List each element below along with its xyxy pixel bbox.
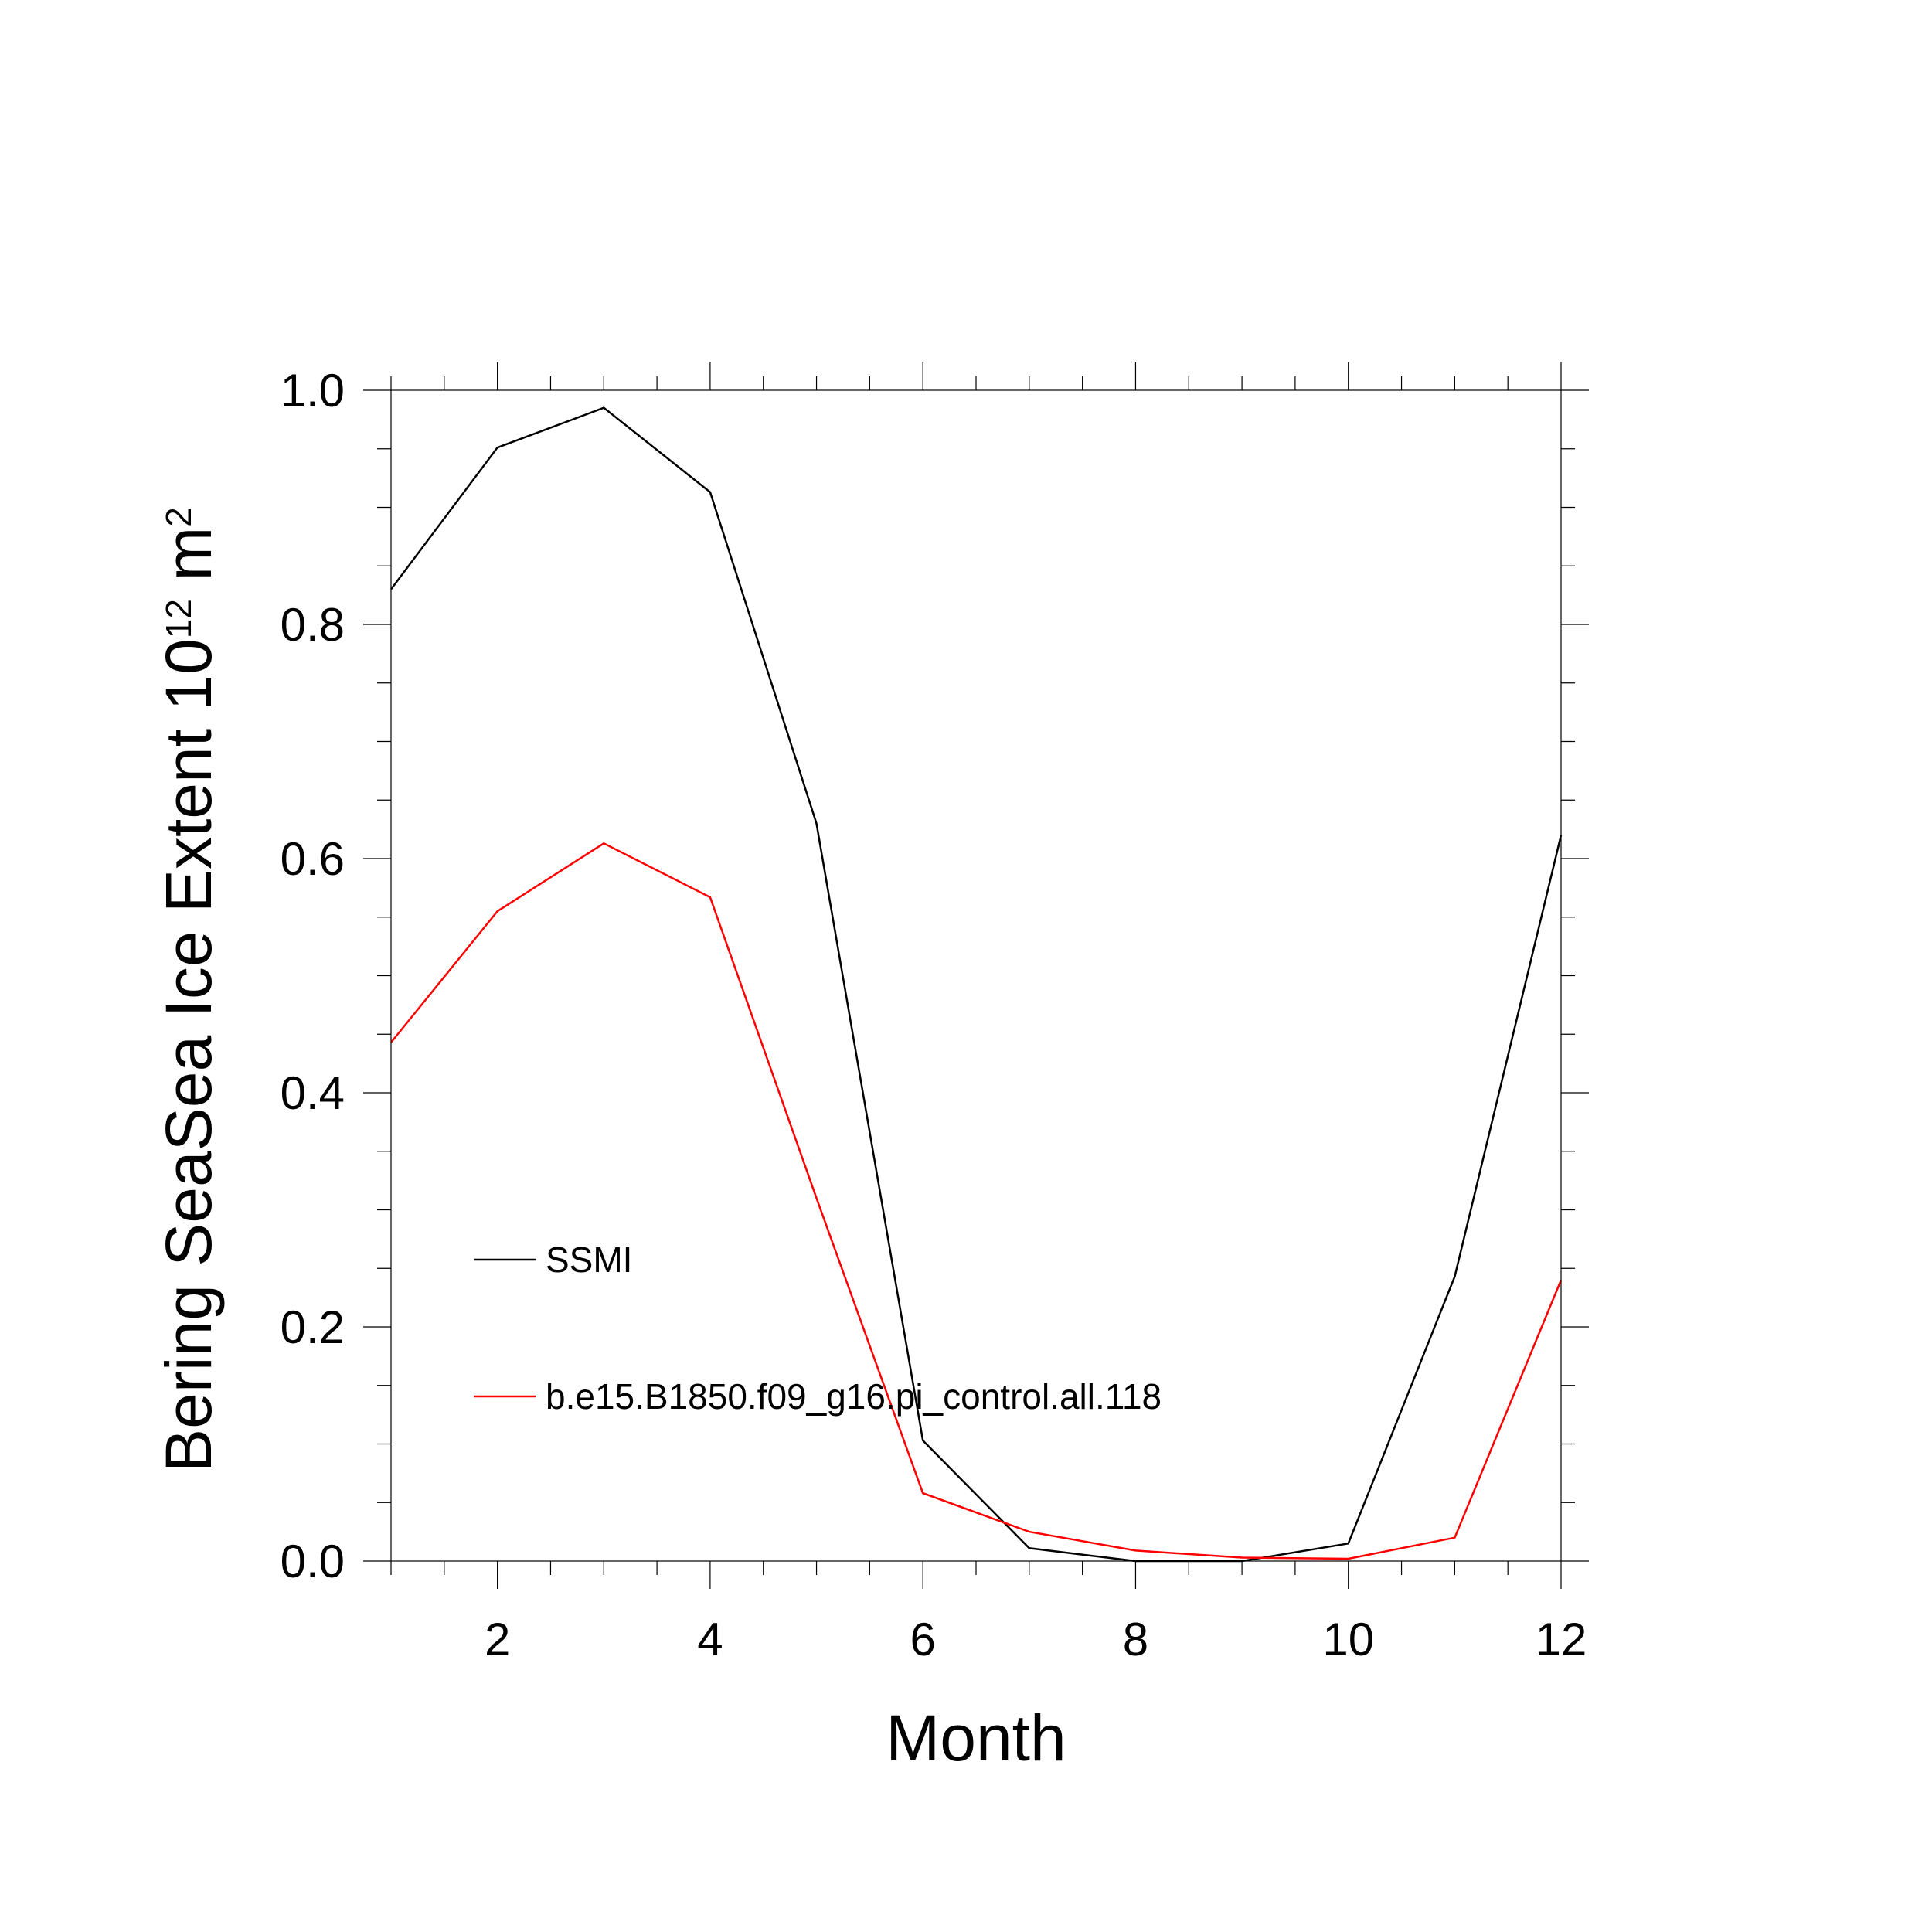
x-tick-label: 10	[1322, 1614, 1374, 1665]
legend-label-ssmi: SSMI	[546, 1240, 632, 1280]
axis-ticks	[363, 362, 1589, 1589]
x-axis-title: Month	[886, 1702, 1066, 1774]
series-lines	[390, 406, 1563, 1563]
y-axis-title-text: Bering SeaSea Ice Extent 10	[152, 638, 225, 1472]
legend-label-model: b.e15.B1850.f09_g16.pi_control.all.118	[546, 1376, 1162, 1417]
y-axis-title-exponent: 12	[158, 599, 199, 638]
x-tick-label: 4	[697, 1614, 723, 1665]
y-tick-label: 0.2	[281, 1301, 345, 1353]
y-tick-label: 0.8	[281, 599, 345, 651]
y-tick-label: 0.0	[281, 1536, 345, 1587]
series-line-model	[390, 842, 1563, 1560]
axis-tick-labels: 2 4 6 8 10 12 0.0 0.2 0.4 0.6 0.8 1.0	[281, 365, 1587, 1665]
x-tick-label: 2	[485, 1614, 510, 1665]
y-tick-label: 0.4	[281, 1067, 345, 1119]
y-axis-title: Bering SeaSea Ice Extent 1012 m2	[152, 507, 225, 1472]
y-tick-label: 1.0	[281, 365, 345, 417]
y-axis-title-unit: m	[152, 527, 225, 599]
x-tick-label: 12	[1536, 1614, 1587, 1665]
y-tick-label: 0.6	[281, 833, 345, 885]
plot-frame	[390, 389, 1562, 1562]
legend: SSMI b.e15.B1850.f09_g16.pi_control.all.…	[474, 1240, 1162, 1417]
y-axis-title-unit-exponent: 2	[158, 507, 199, 527]
svg-text:Bering SeaSea Ice Extent 1012: Bering SeaSea Ice Extent 1012 m2	[152, 507, 225, 1472]
x-tick-label: 6	[910, 1614, 935, 1665]
series-line-ssmi	[390, 406, 1563, 1563]
x-tick-label: 8	[1123, 1614, 1148, 1665]
